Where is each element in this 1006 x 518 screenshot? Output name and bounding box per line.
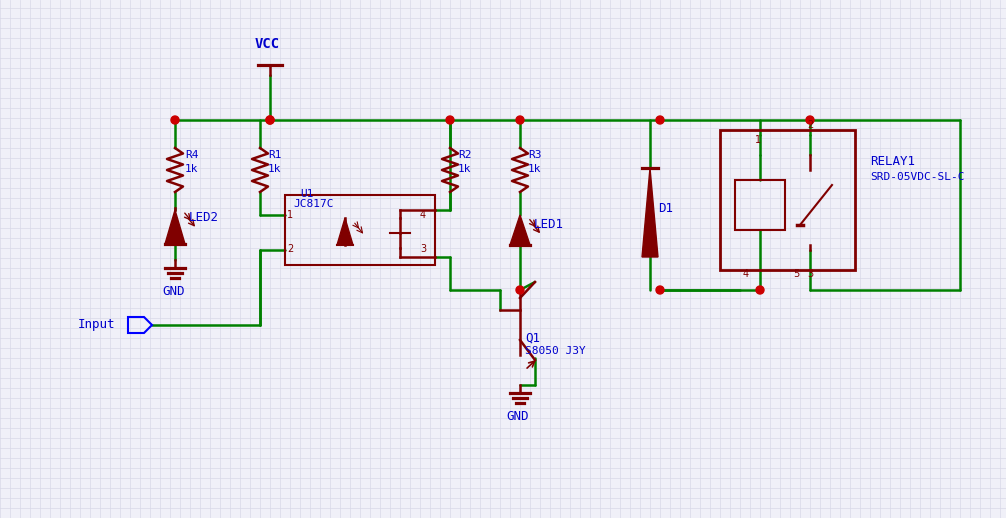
Circle shape <box>656 116 664 124</box>
Text: R3: R3 <box>528 150 541 160</box>
Bar <box>720 130 855 270</box>
Text: S8050 J3Y: S8050 J3Y <box>525 346 585 356</box>
Polygon shape <box>165 210 185 244</box>
Text: R2: R2 <box>458 150 472 160</box>
Polygon shape <box>337 218 353 245</box>
Text: 1k: 1k <box>458 164 472 174</box>
Text: VCC: VCC <box>255 37 280 51</box>
Text: Input: Input <box>78 318 116 331</box>
Text: LED2: LED2 <box>189 211 219 224</box>
Polygon shape <box>510 215 530 245</box>
Text: 1: 1 <box>287 210 293 220</box>
Text: 3: 3 <box>420 244 427 254</box>
Polygon shape <box>642 168 658 257</box>
Circle shape <box>446 116 454 124</box>
Text: 1k: 1k <box>528 164 541 174</box>
Text: 2: 2 <box>807 120 813 130</box>
Text: 4: 4 <box>743 269 749 279</box>
Circle shape <box>516 116 524 124</box>
Text: U1: U1 <box>300 189 314 199</box>
Text: JC817C: JC817C <box>293 199 334 209</box>
Circle shape <box>806 116 814 124</box>
Text: SRD-05VDC-SL-C: SRD-05VDC-SL-C <box>870 172 965 182</box>
Circle shape <box>171 116 179 124</box>
Text: 5: 5 <box>793 269 799 279</box>
Text: 1k: 1k <box>185 164 198 174</box>
Circle shape <box>266 116 274 124</box>
Text: 4: 4 <box>420 210 427 220</box>
Text: D1: D1 <box>658 202 673 215</box>
Bar <box>285 195 435 265</box>
Circle shape <box>266 116 274 124</box>
Text: RELAY1: RELAY1 <box>870 155 915 168</box>
Text: GND: GND <box>506 410 528 423</box>
Circle shape <box>656 286 664 294</box>
Circle shape <box>756 286 764 294</box>
Text: 3: 3 <box>807 269 813 279</box>
Text: 1k: 1k <box>268 164 282 174</box>
Text: Q1: Q1 <box>525 332 540 345</box>
Text: R4: R4 <box>185 150 198 160</box>
Text: 2: 2 <box>287 244 294 254</box>
Text: R1: R1 <box>268 150 282 160</box>
Text: 1: 1 <box>754 135 762 145</box>
Text: GND: GND <box>162 285 184 298</box>
Text: LED1: LED1 <box>534 218 564 231</box>
Bar <box>735 180 785 230</box>
Circle shape <box>516 286 524 294</box>
